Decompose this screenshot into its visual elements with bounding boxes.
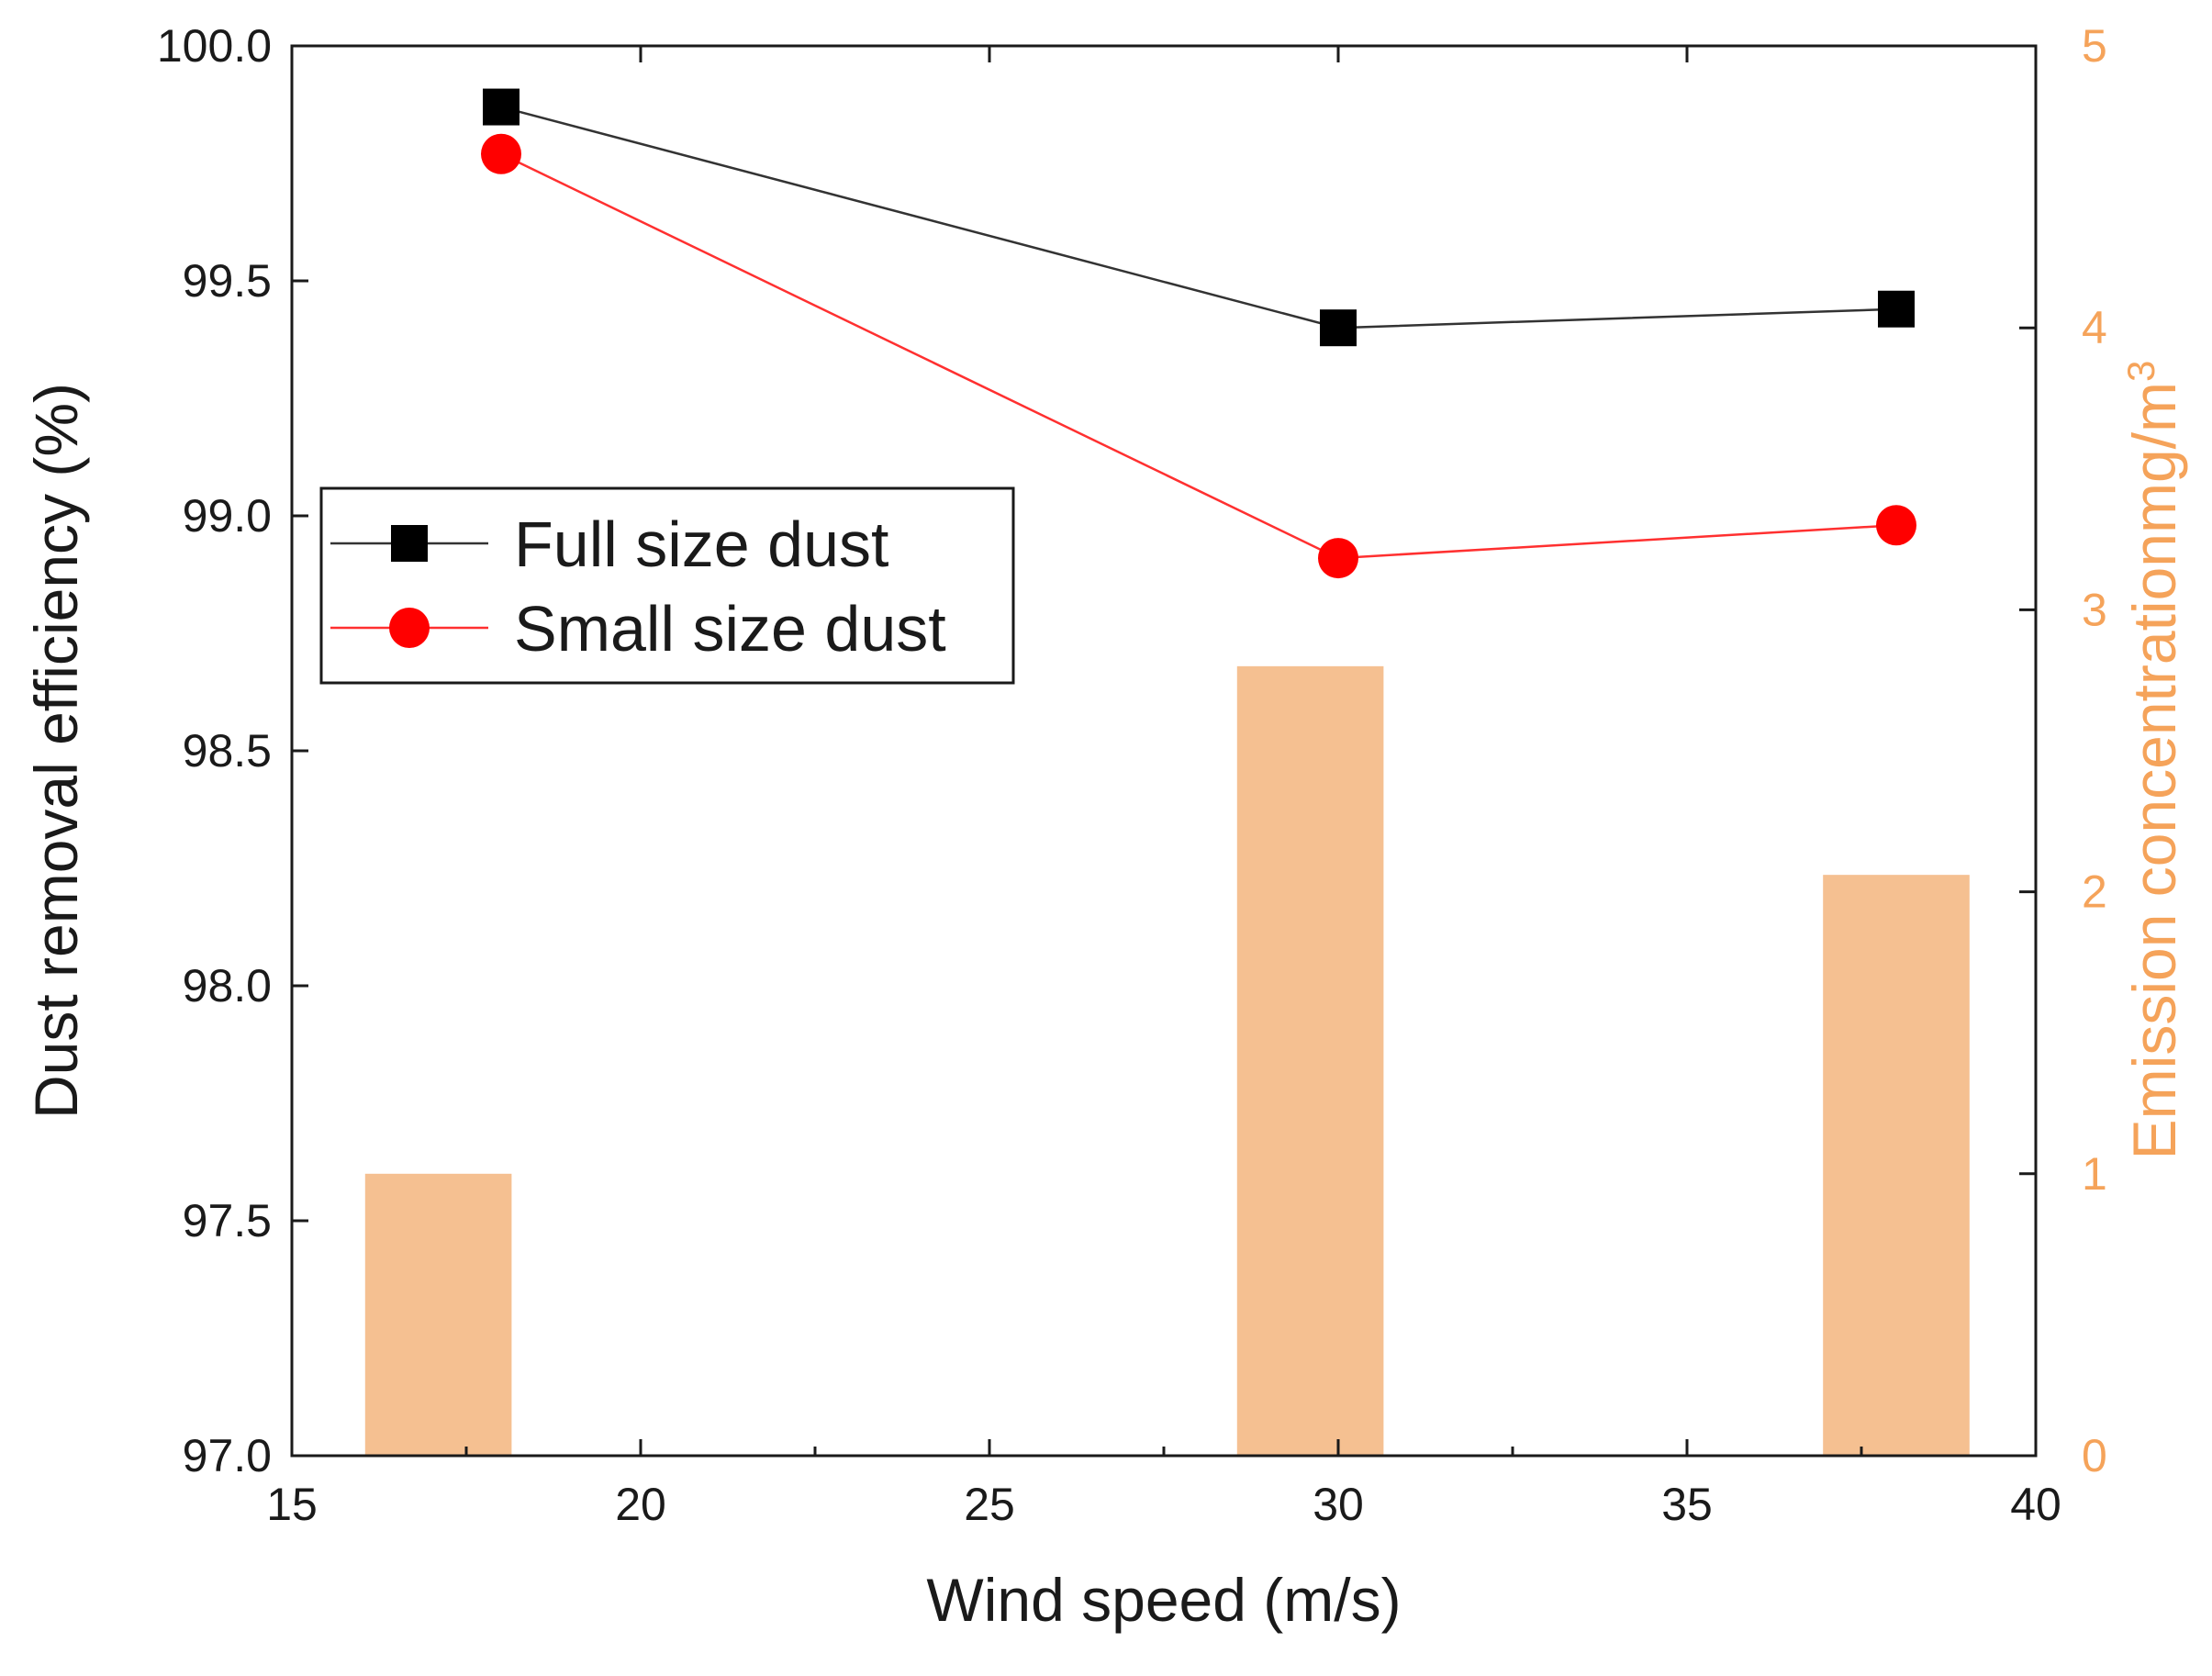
y-right-title-main: Emission concentrationmg/m: [2120, 382, 2188, 1159]
y-right-tick-label: 5: [2082, 20, 2107, 72]
emission-bar: [1823, 875, 1970, 1456]
x-axis-title: Wind speed (m/s): [926, 1566, 1401, 1634]
series-line-0: [500, 106, 1897, 330]
y-left-tick-label: 99.0: [183, 490, 272, 542]
x-tick-label: 25: [964, 1479, 1015, 1530]
legend-label-small-size: Small size dust: [514, 593, 946, 665]
data-point-full-size: [1878, 290, 1915, 328]
y-left-tick-label: 99.5: [183, 255, 272, 307]
y-left-tick-label: 98.5: [183, 725, 272, 777]
y-left-tick-label: 97.5: [183, 1195, 272, 1246]
y-right-axis-title: Emission concentrationmg/m3: [2119, 361, 2189, 1160]
legend: Full size dust Small size dust: [319, 486, 1015, 685]
y-right-tick-label: 3: [2082, 584, 2107, 635]
y-right-title-superscript: 3: [2119, 361, 2162, 382]
axes-layer: 15 20 25 30 35 4097.097.598.098.599.099.5100.…: [157, 20, 2107, 1530]
y-left-axis-title: Dust removal efficiency (%): [22, 383, 90, 1119]
legend-label-full-size: Full size dust: [514, 508, 888, 580]
data-point-small-size: [1318, 538, 1358, 579]
x-tick-label: 15: [266, 1479, 318, 1530]
legend-box: [319, 486, 1015, 685]
x-tick-label: 35: [1661, 1479, 1713, 1530]
y-left-tick-label: 97.0: [183, 1430, 272, 1481]
x-tick-label: 40: [2010, 1479, 2061, 1530]
y-right-tick-label: 0: [2082, 1430, 2107, 1481]
x-tick-label: 30: [1313, 1479, 1364, 1530]
legend-marker-small-size: [389, 608, 430, 648]
legend-marker-full-size: [391, 525, 428, 562]
bars-layer: [364, 665, 1970, 1456]
plot-frame: [290, 44, 2038, 1458]
y-left-tick-label: 98.0: [183, 960, 272, 1011]
y-left-tick-label: 100.0: [157, 20, 272, 72]
y-right-tick-label: 4: [2082, 302, 2107, 353]
series-layer: [481, 88, 1916, 579]
y-right-tick-label: 2: [2082, 866, 2107, 918]
emission-bar: [364, 1173, 512, 1456]
emission-bar: [1236, 665, 1384, 1456]
y-right-tick-label: 1: [2082, 1148, 2107, 1200]
data-point-full-size: [1320, 309, 1357, 347]
data-point-full-size: [483, 88, 519, 126]
data-point-small-size: [1876, 505, 1916, 546]
data-point-small-size: [481, 133, 521, 174]
x-tick-label: 20: [615, 1479, 666, 1530]
